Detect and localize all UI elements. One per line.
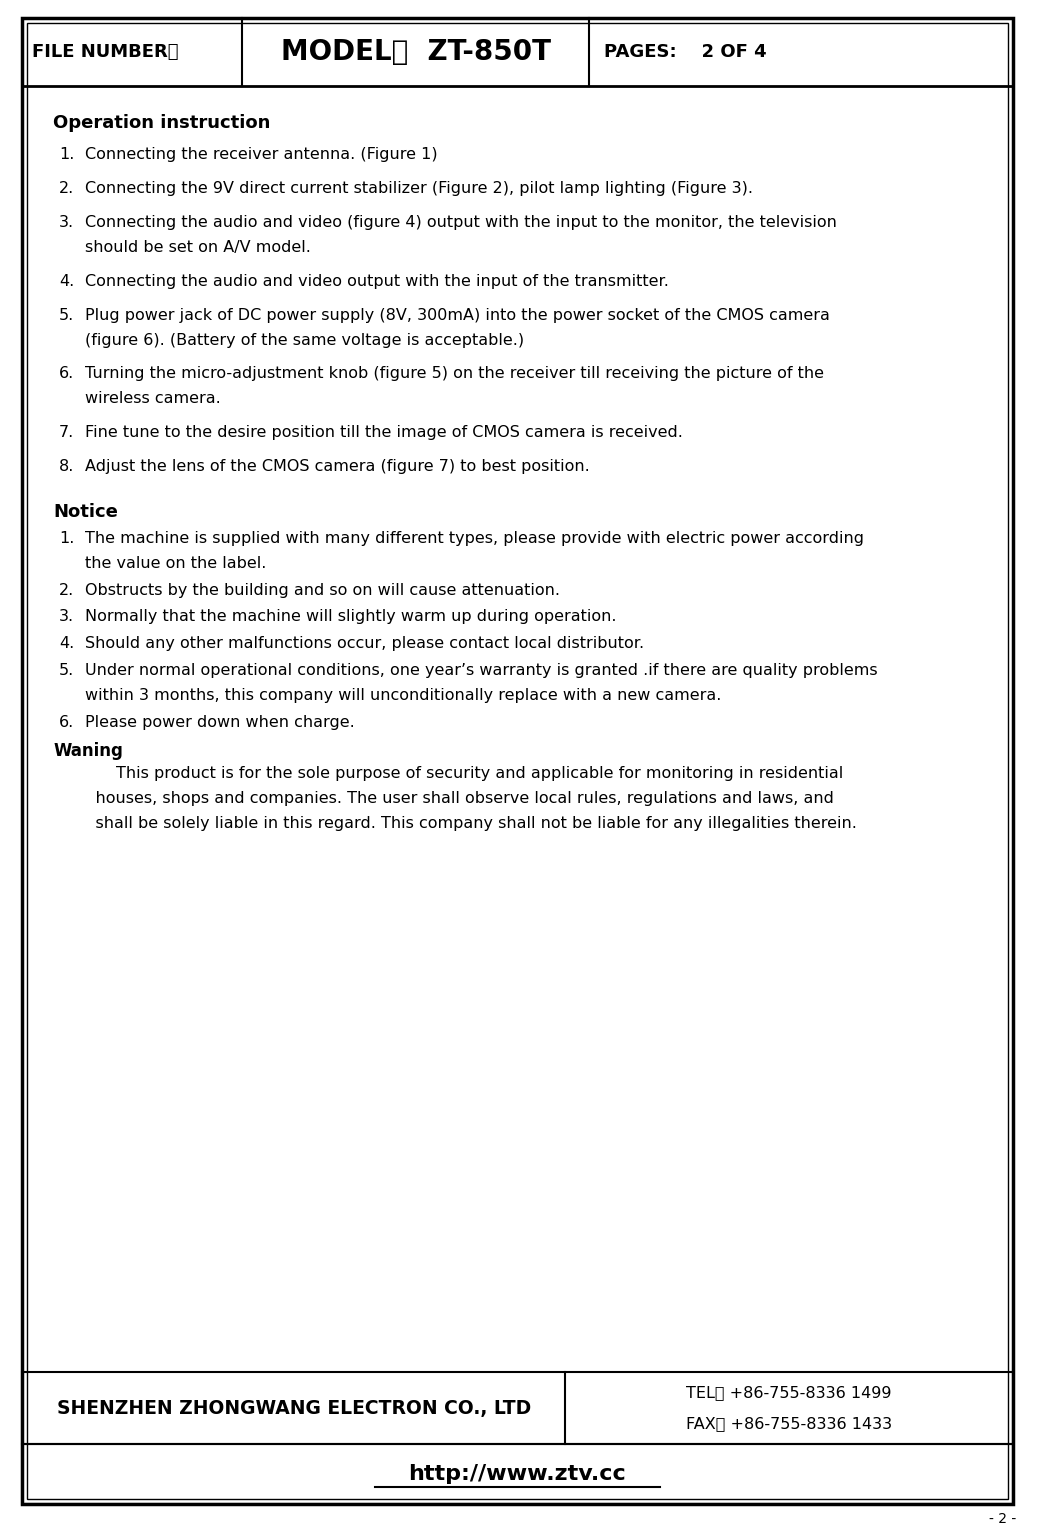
Text: - 2 -: - 2 - [990,1511,1016,1526]
Text: 1.: 1. [60,147,74,162]
Text: Normally that the machine will slightly warm up during operation.: Normally that the machine will slightly … [85,610,617,625]
Text: the value on the label.: the value on the label. [85,556,267,570]
Bar [22,18,1013,86]
Text: shall be solely liable in this regard. This company shall not be liable for any : shall be solely liable in this regard. T… [75,816,857,831]
Text: Turning the micro-adjustment knob (figure 5) on the receiver till receiving the : Turning the micro-adjustment knob (figur… [85,367,824,382]
Text: Should any other malfunctions occur, please contact local distributor.: Should any other malfunctions occur, ple… [85,636,644,651]
Bar [22,1372,1013,1444]
Text: Connecting the 9V direct current stabilizer (Figure 2), pilot lamp lighting (Fig: Connecting the 9V direct current stabili… [85,182,753,196]
Text: 2.: 2. [60,582,74,597]
Text: Waning: Waning [53,743,123,759]
Text: wireless camera.: wireless camera. [85,391,221,406]
Text: 5.: 5. [60,663,74,678]
Text: (figure 6). (Battery of the same voltage is acceptable.): (figure 6). (Battery of the same voltage… [85,333,524,348]
Text: SHENZHEN ZHONGWANG ELECTRON CO., LTD: SHENZHEN ZHONGWANG ELECTRON CO., LTD [56,1398,530,1418]
Text: 7.: 7. [60,425,74,440]
Text: Connecting the audio and video (figure 4) output with the input to the monitor, : Connecting the audio and video (figure 4… [85,215,837,231]
Text: should be set on A/V model.: should be set on A/V model. [85,240,310,255]
Text: Notice: Notice [53,503,118,521]
Text: Operation instruction: Operation instruction [53,113,271,131]
Text: MODEL：  ZT-850T: MODEL： ZT-850T [281,38,551,66]
Text: The machine is supplied with many different types, please provide with electric : The machine is supplied with many differ… [85,530,864,545]
Text: 3.: 3. [60,215,74,231]
Text: Connecting the audio and video output with the input of the transmitter.: Connecting the audio and video output wi… [85,274,669,289]
Text: houses, shops and companies. The user shall observe local rules, regulations and: houses, shops and companies. The user sh… [75,790,834,805]
Text: 3.: 3. [60,610,74,625]
Text: Fine tune to the desire position till the image of CMOS camera is received.: Fine tune to the desire position till th… [85,425,682,440]
Text: 2.: 2. [60,182,74,196]
Text: Under normal operational conditions, one year’s warranty is granted .if there ar: Under normal operational conditions, one… [85,663,878,678]
Text: TEL： +86-755-8336 1499: TEL： +86-755-8336 1499 [686,1384,892,1400]
Text: within 3 months, this company will unconditionally replace with a new camera.: within 3 months, this company will uncon… [85,688,722,703]
Text: 4.: 4. [60,636,74,651]
Text: Obstructs by the building and so on will cause attenuation.: Obstructs by the building and so on will… [85,582,560,597]
Text: PAGES:    2 OF 4: PAGES: 2 OF 4 [604,43,766,61]
Text: FILE NUMBER：: FILE NUMBER： [32,43,179,61]
Text: 6.: 6. [60,715,74,730]
Text: 5.: 5. [60,307,74,322]
Bar [22,1444,1013,1504]
Text: Please power down when charge.: Please power down when charge. [85,715,355,730]
Text: Connecting the receiver antenna. (Figure 1): Connecting the receiver antenna. (Figure… [85,147,438,162]
Text: http://www.ztv.cc: http://www.ztv.cc [408,1464,626,1484]
Text: 6.: 6. [60,367,74,382]
Text: 1.: 1. [60,530,74,545]
Text: 4.: 4. [60,274,74,289]
Text: 8.: 8. [60,458,74,474]
Text: FAX： +86-755-8336 1433: FAX： +86-755-8336 1433 [686,1416,892,1432]
Text: Plug power jack of DC power supply (8V, 300mA) into the power socket of the CMOS: Plug power jack of DC power supply (8V, … [85,307,830,322]
Text: This product is for the sole purpose of security and applicable for monitoring i: This product is for the sole purpose of … [75,766,844,781]
Text: Adjust the lens of the CMOS camera (figure 7) to best position.: Adjust the lens of the CMOS camera (figu… [85,458,590,474]
